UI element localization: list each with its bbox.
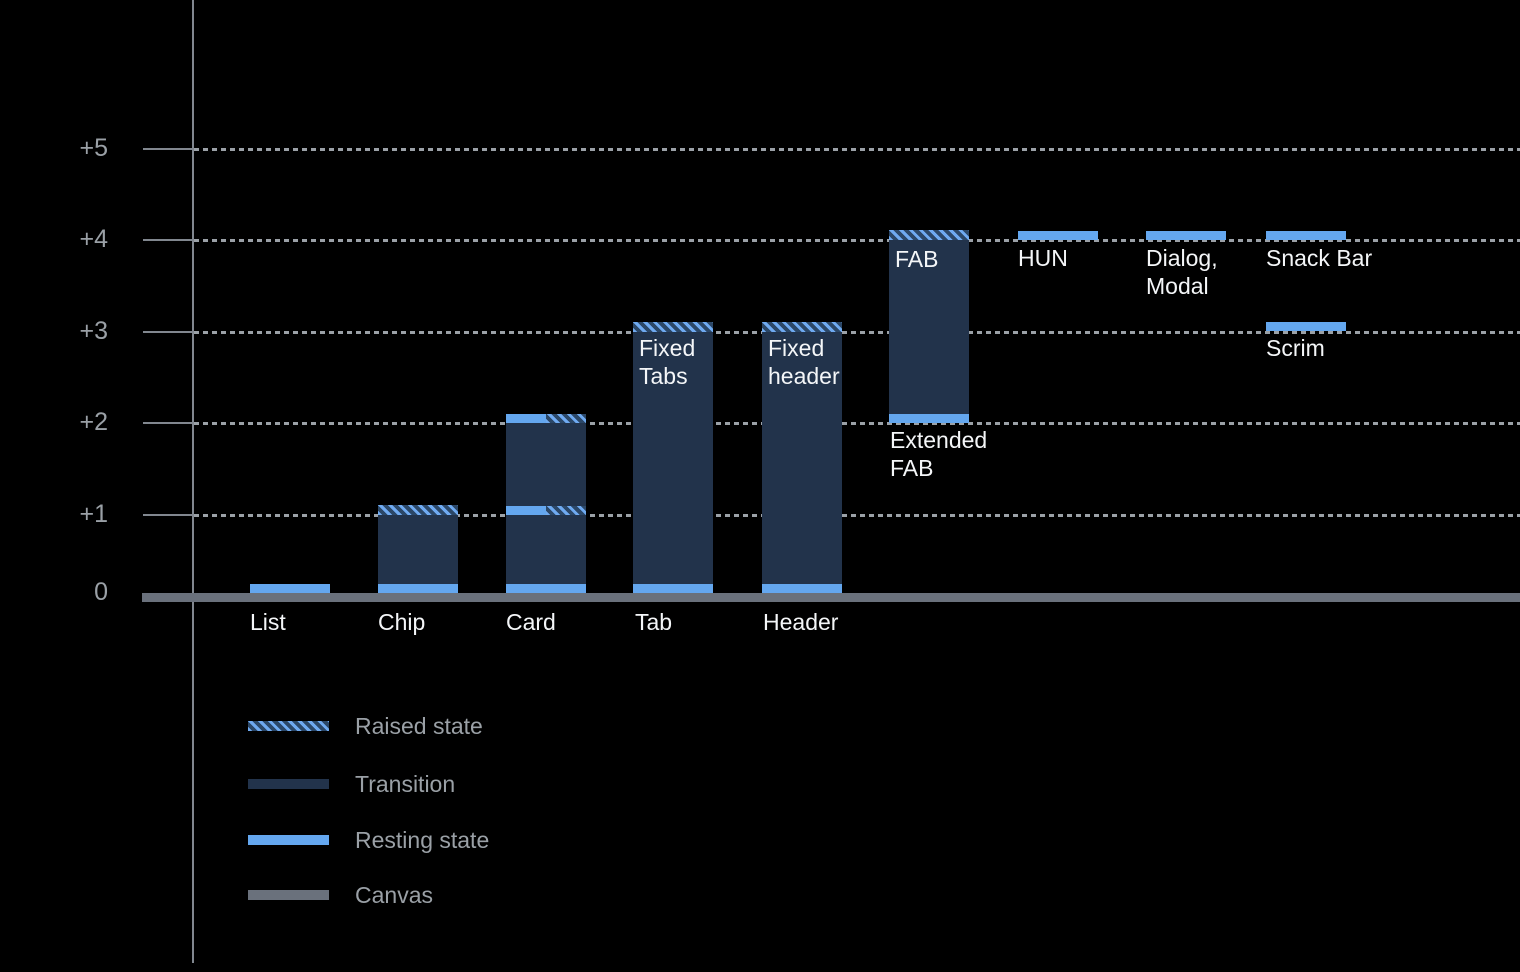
tick-plus2 [143, 422, 194, 424]
card-transition-lower [506, 515, 586, 584]
tab-transition [633, 332, 713, 584]
y-axis-line [192, 0, 194, 963]
bar-dialog-resting [1146, 231, 1226, 240]
gridline-plus3 [194, 331, 1520, 334]
legend-swatch-canvas [248, 890, 329, 900]
header-raised-band [762, 322, 842, 332]
annotation-fab: FAB [895, 246, 939, 272]
tick-plus5 [143, 148, 194, 150]
card-band-plus1 [506, 506, 586, 515]
label-tab: Tab [635, 609, 673, 635]
bar-snackbar-resting [1266, 231, 1346, 240]
card-resting-plus1 [506, 506, 546, 515]
legend-swatch-resting-state [248, 835, 329, 845]
gridline-plus4 [194, 239, 1520, 242]
label-snack-bar: Snack Bar [1266, 245, 1373, 271]
legend-swatch-transition [248, 779, 329, 789]
annotation-fixed-tabs: Fixed Tabs [639, 335, 696, 389]
bar-card [506, 414, 586, 593]
fab-transition [889, 240, 969, 414]
tick-plus1 [143, 514, 194, 516]
tab-raised-band [633, 322, 713, 332]
label-card: Card [506, 609, 556, 635]
gridline-plus5 [194, 148, 1520, 151]
legend-swatch-raised-state [248, 721, 329, 731]
label-chip: Chip [378, 609, 426, 635]
tick-plus3 [143, 331, 194, 333]
y-label-plus4: +4 [79, 225, 108, 253]
label-extended-fab: Extended FAB [890, 427, 988, 481]
card-resting-band [506, 584, 586, 593]
tick-plus4 [143, 239, 194, 241]
y-label-plus5: +5 [79, 134, 108, 162]
legend-label-raised-state: Raised state [355, 713, 483, 739]
legend-label-canvas: Canvas [355, 882, 433, 908]
y-label-plus2: +2 [79, 408, 108, 436]
legend-item-raised-state: Raised state [248, 712, 483, 740]
canvas-baseline [142, 593, 1520, 602]
card-raised-plus2 [546, 414, 586, 423]
legend-item-canvas: Canvas [248, 881, 433, 909]
legend-item-resting-state: Resting state [248, 826, 489, 854]
chip-resting-band [378, 584, 458, 593]
legend-item-transition: Transition [248, 770, 455, 798]
chip-raised-band [378, 505, 458, 515]
y-label-plus3: +3 [79, 317, 108, 345]
gridline-plus2 [194, 422, 1520, 425]
bar-chip [378, 505, 458, 593]
bar-hun-resting [1018, 231, 1098, 240]
bar-scrim-resting [1266, 322, 1346, 331]
y-label-zero: 0 [94, 578, 108, 606]
label-header: Header [763, 609, 839, 635]
bar-fab [889, 230, 969, 423]
bar-tab [633, 322, 713, 593]
label-hun: HUN [1018, 245, 1068, 271]
label-scrim: Scrim [1266, 335, 1325, 361]
legend-label-resting-state: Resting state [355, 827, 490, 853]
y-label-plus1: +1 [79, 500, 108, 528]
card-transition-upper [506, 423, 586, 506]
label-dialog-modal: Dialog, Modal [1146, 245, 1218, 299]
bar-list-resting [250, 584, 330, 593]
card-raised-plus1 [546, 506, 586, 515]
fab-raised-band [889, 230, 969, 240]
chip-transition [378, 515, 458, 584]
annotation-fixed-header: Fixed header [768, 335, 840, 389]
legend-label-transition: Transition [355, 771, 456, 797]
header-transition [762, 332, 842, 584]
gridline-plus1 [194, 514, 1520, 517]
card-band-plus2 [506, 414, 586, 423]
header-resting-band [762, 584, 842, 593]
label-list: List [250, 609, 286, 635]
card-resting-plus2 [506, 414, 546, 423]
bar-header [762, 322, 842, 593]
fab-resting-band [889, 414, 969, 423]
tab-resting-band [633, 584, 713, 593]
